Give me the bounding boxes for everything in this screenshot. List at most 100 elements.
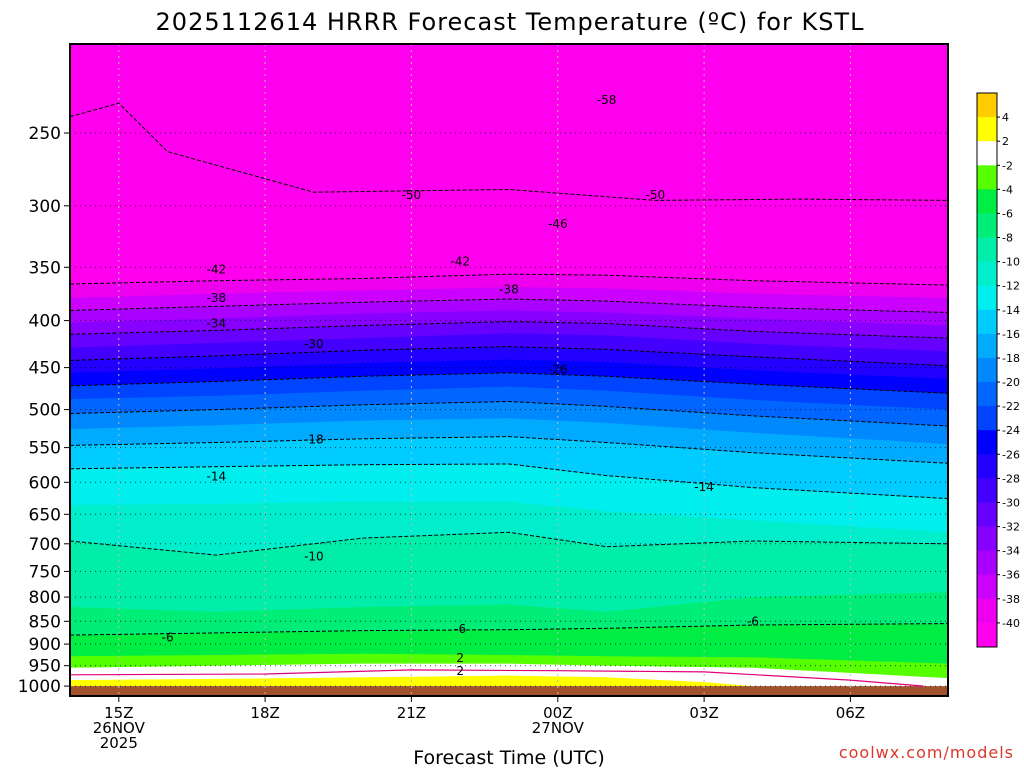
colorbar-label: -34 <box>1002 545 1020 558</box>
y-tick-label: 1000 <box>18 677 61 697</box>
contour-label: -42 <box>450 255 470 269</box>
contour-line-5 <box>70 400 948 427</box>
y-tick-label: 750 <box>29 562 61 582</box>
contour-label: -6 <box>454 622 466 636</box>
y-tick-label: 250 <box>29 124 61 144</box>
colorbar-label: -36 <box>1002 569 1020 582</box>
contour-line-2 <box>70 321 948 339</box>
x-tick-label: 26NOV <box>93 719 146 737</box>
colorbar-label: -40 <box>1002 617 1020 630</box>
colorbar-label: -22 <box>1002 400 1020 413</box>
contour-label: -46 <box>548 217 568 231</box>
colorbar-label: -8 <box>1002 232 1013 245</box>
contour-line-3 <box>70 346 948 367</box>
y-tick-label: 550 <box>29 439 61 459</box>
y-tick-label: 850 <box>29 612 61 632</box>
colorbar-swatch <box>977 382 997 407</box>
y-tick-label: 400 <box>29 312 61 332</box>
contour-label: -10 <box>304 550 324 564</box>
y-tick-label: 500 <box>29 401 61 421</box>
colorbar-swatch <box>977 406 997 431</box>
contour-label: -26 <box>548 362 568 376</box>
x-tick-label: 06Z <box>836 704 865 722</box>
contour-label: -14 <box>694 480 714 494</box>
colorbar-label: -16 <box>1002 328 1020 341</box>
colorbar-label: -20 <box>1002 376 1020 389</box>
contour-label: 2 <box>456 664 464 678</box>
colorbar-swatch <box>977 574 997 600</box>
colorbar-swatch <box>977 502 997 528</box>
y-tick-label: 350 <box>29 258 61 278</box>
colorbar-label: -12 <box>1002 280 1020 293</box>
colorbar-swatch <box>977 430 997 455</box>
colorbar-label: -38 <box>1002 593 1020 606</box>
x-tick-label: 15Z <box>104 704 133 722</box>
y-tick-label: 800 <box>29 588 61 608</box>
colorbar-label: -30 <box>1002 497 1020 510</box>
x-tick-label: 27NOV <box>532 719 585 737</box>
y-tick-label: 700 <box>29 535 61 555</box>
colorbar-swatch <box>977 309 997 335</box>
colorbar-frame <box>976 92 998 648</box>
x-tick-label: 2025 <box>100 734 138 752</box>
contour-label: 2 <box>456 651 464 665</box>
colorbar-label: -18 <box>1002 352 1020 365</box>
contour-line-7 <box>70 463 948 500</box>
x-tick-label: 03Z <box>689 704 718 722</box>
colorbar-swatch <box>977 333 997 359</box>
colorbar-swatch <box>977 165 997 190</box>
colorbar-swatch <box>977 285 997 311</box>
colorbar-swatch <box>977 598 997 624</box>
credit-text: coolwx.com/models <box>839 743 1014 762</box>
contour-label: -6 <box>162 630 174 644</box>
colorbar-swatch <box>977 141 997 166</box>
colorbar-label: -28 <box>1002 472 1020 485</box>
colorbar-label: -6 <box>1002 207 1013 220</box>
colorbar-swatch <box>977 358 997 383</box>
contour-line-upper <box>70 102 948 201</box>
temperature-bands <box>70 274 948 696</box>
colorbar-swatch <box>977 550 997 576</box>
contour-line-0 <box>70 273 948 286</box>
colorbar-label: -32 <box>1002 521 1020 534</box>
colorbar-swatch <box>977 454 997 479</box>
contour-lines <box>70 102 948 687</box>
x-tick-label: 00Z <box>543 704 572 722</box>
y-tick-label: 900 <box>29 635 61 655</box>
contour-line-4 <box>70 372 948 394</box>
plot-area: -58 -50 -50 -46 -42 -42 -38 -38 -34 -30 -26 -18 -14 -… <box>70 44 948 696</box>
colorbar-swatch <box>977 478 997 503</box>
contour-labels: -58 -50 -50 -46 -42 -42 -38 -38 -34 -30 -26 -18 -14 -… <box>162 93 759 678</box>
y-tick-label: 650 <box>29 505 61 525</box>
colorbar-swatch <box>977 237 997 263</box>
colorbar-swatch <box>977 622 997 648</box>
colorbar-swatch <box>977 526 997 552</box>
colorbar-label: -14 <box>1002 304 1020 317</box>
x-tick-label: 21Z <box>397 704 426 722</box>
contour-label: -14 <box>206 469 226 483</box>
freezing-line <box>70 669 924 687</box>
contour-label: -50 <box>645 188 665 202</box>
colorbar-label: -24 <box>1002 424 1020 437</box>
y-tick-label: 600 <box>29 473 61 493</box>
contour-line-1 <box>70 298 948 313</box>
contour-line-8 <box>70 531 948 556</box>
y-axis: 250 300 350 400 450 500 550 600 650 700 750 800 850 9… <box>18 124 70 697</box>
colorbar-swatch <box>977 261 997 287</box>
y-tick-label: 300 <box>29 197 61 217</box>
colorbar-label: 4 <box>1002 111 1009 124</box>
colorbar-label: -10 <box>1002 256 1020 269</box>
contour-label: -42 <box>206 263 226 277</box>
colorbar-swatch <box>977 117 997 142</box>
y-tick-label: 450 <box>29 359 61 379</box>
colorbar-label: -4 <box>1002 183 1013 196</box>
contour-label: -38 <box>206 291 226 305</box>
colorbar-swatch <box>977 93 997 118</box>
contour-label: -18 <box>304 433 324 447</box>
chart-title: 2025112614 HRRR Forecast Temperature (ºC… <box>156 8 865 36</box>
colorbar-swatch <box>977 189 997 214</box>
contour-label: -58 <box>597 93 617 107</box>
contour-label: -34 <box>206 317 226 331</box>
